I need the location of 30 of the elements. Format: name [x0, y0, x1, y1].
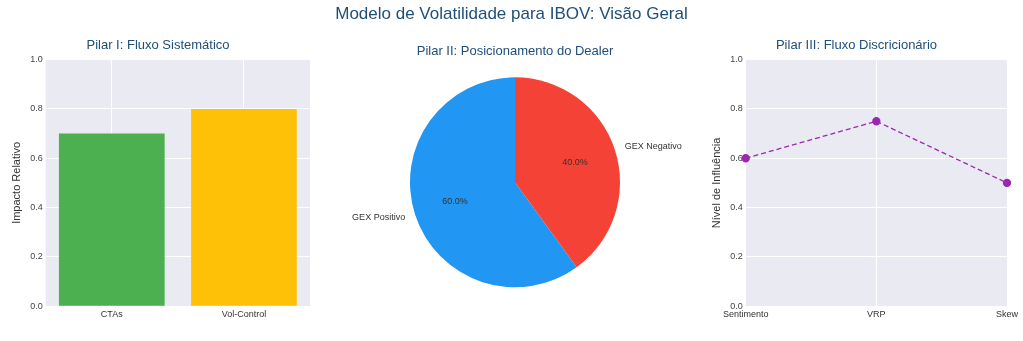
y-tick-label: 0.4 — [730, 202, 743, 213]
data-label: 60.0% — [442, 196, 468, 207]
y-axis-title: Nível de Influência — [709, 136, 722, 229]
y-tick-label: 0.8 — [730, 103, 743, 114]
y-tick-label: 0.0 — [730, 300, 743, 311]
text: Modelo de Volatilidade para IBOV: Visão Geral — [334, 4, 689, 24]
y-tick-label: 0.2 — [30, 251, 43, 262]
x-tick-label: VRP — [867, 309, 886, 320]
slice-label: GEX Positivo — [352, 212, 406, 223]
x-tick-label: Sentimento — [722, 309, 769, 320]
point — [741, 154, 750, 163]
data-label: 40.0% — [562, 157, 588, 168]
y-tick-label: 0.4 — [30, 202, 43, 213]
chart-title: Pilar I: Fluxo Sistemático — [86, 37, 230, 53]
point — [1002, 178, 1012, 188]
y-tick-label: 0.6 — [730, 152, 743, 163]
x-tick-label: Skew — [995, 309, 1019, 320]
y-tick-label: 1.0 — [30, 54, 43, 65]
x-tick-label: CTAs — [100, 309, 124, 320]
y-tick-label: 0.6 — [30, 152, 43, 163]
y-tick-label: 0.0 — [30, 300, 43, 311]
y-tick-label: 0.2 — [730, 251, 743, 262]
y-tick-label: 1.0 — [730, 54, 743, 65]
y-axis-title: Impacto Relativo — [9, 141, 22, 224]
slice-label: GEX Negativo — [624, 141, 682, 152]
point — [872, 117, 881, 126]
x-tick-label: Vol-Control — [221, 309, 267, 320]
chart-title: Pilar III: Fluxo Discricionário — [775, 37, 938, 53]
chart-title: Pilar II: Posicionamento do Dealer — [416, 43, 614, 59]
y-tick-label: 0.8 — [30, 103, 43, 114]
